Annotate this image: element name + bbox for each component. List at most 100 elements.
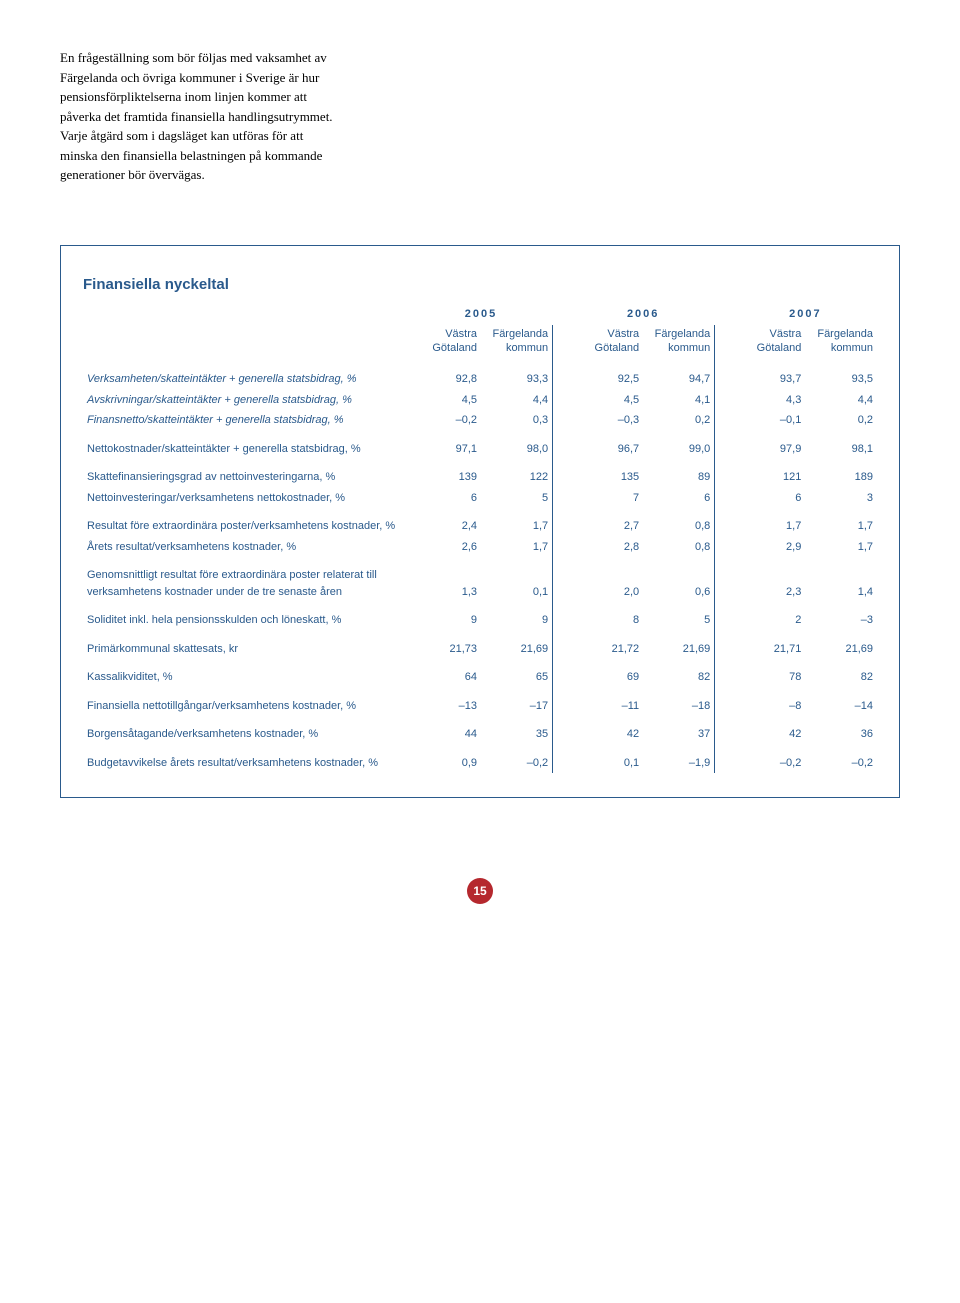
row-label: Budgetavvikelse årets resultat/verksamhe… [83, 745, 409, 774]
table-row: Skattefinansieringsgrad av nettoinvester… [83, 459, 877, 488]
cell: 89 [643, 459, 715, 488]
row-label: Skattefinansieringsgrad av nettoinvester… [83, 459, 409, 488]
cell: –17 [481, 688, 553, 717]
cell: 0,9 [409, 745, 481, 774]
row-label: Nettoinvesteringar/verksamhetens nettoko… [83, 488, 409, 509]
cell: 97,9 [734, 431, 806, 460]
cell: 4,3 [734, 390, 806, 411]
table-row: Årets resultat/verksamhetens kostnader, … [83, 537, 877, 558]
separator [715, 459, 734, 488]
table-row: Nettokostnader/skatteintäkter + generell… [83, 431, 877, 460]
intro-paragraph: En frågeställning som bör följas med vak… [60, 48, 340, 185]
cell: –0,2 [734, 745, 806, 774]
cell: 2,7 [572, 508, 644, 537]
row-label: Borgensåtagande/verksamhetens kostnader,… [83, 716, 409, 745]
cell: 0,6 [643, 557, 715, 602]
table-row: Avskrivningar/skatteintäkter + generella… [83, 390, 877, 411]
cell: 1,7 [734, 508, 806, 537]
cell: 5 [481, 488, 553, 509]
row-label: Avskrivningar/skatteintäkter + generella… [83, 390, 409, 411]
cell: 5 [643, 602, 715, 631]
cell: 94,7 [643, 361, 715, 390]
cell: 36 [805, 716, 877, 745]
cell: 21,69 [805, 631, 877, 660]
cell: 9 [481, 602, 553, 631]
row-label: Genomsnittligt resultat före extraordinä… [83, 557, 409, 602]
cell: 2,3 [734, 557, 806, 602]
separator [553, 557, 572, 602]
table-row: Primärkommunal skattesats, kr21,7321,692… [83, 631, 877, 660]
col-vg-2006: VästraGötaland [572, 325, 644, 362]
cell: 93,5 [805, 361, 877, 390]
cell: 6 [734, 488, 806, 509]
cell: –13 [409, 688, 481, 717]
table-row: Finansiella nettotillgångar/verksamheten… [83, 688, 877, 717]
separator [553, 361, 572, 390]
cell: 42 [734, 716, 806, 745]
cell: 1,4 [805, 557, 877, 602]
table-subheader-row: VästraGötaland Färgelandakommun VästraGö… [83, 325, 877, 362]
separator [715, 631, 734, 660]
cell: 82 [805, 659, 877, 688]
col-fk-2006: Färgelandakommun [643, 325, 715, 362]
table-row: Genomsnittligt resultat före extraordinä… [83, 557, 877, 602]
cell: 93,3 [481, 361, 553, 390]
separator [715, 537, 734, 558]
table-year-row: 2005 2006 2007 [83, 304, 877, 325]
separator [553, 508, 572, 537]
row-label: Finansnetto/skatteintäkter + generella s… [83, 410, 409, 431]
table-row: Borgensåtagande/verksamhetens kostnader,… [83, 716, 877, 745]
cell: 135 [572, 459, 644, 488]
cell: 2 [734, 602, 806, 631]
cell: –0,2 [409, 410, 481, 431]
separator [715, 361, 734, 390]
cell: 4,4 [481, 390, 553, 411]
separator [553, 488, 572, 509]
row-label: Nettokostnader/skatteintäkter + generell… [83, 431, 409, 460]
cell: 4,1 [643, 390, 715, 411]
table-row: Kassalikviditet, %646569827882 [83, 659, 877, 688]
col-fk-2005: Färgelandakommun [481, 325, 553, 362]
cell: 0,1 [572, 745, 644, 774]
cell: –14 [805, 688, 877, 717]
separator [715, 745, 734, 774]
cell: 139 [409, 459, 481, 488]
separator [715, 431, 734, 460]
cell: 37 [643, 716, 715, 745]
cell: 69 [572, 659, 644, 688]
separator [553, 745, 572, 774]
cell: 98,1 [805, 431, 877, 460]
row-label: Verksamheten/skatteintäkter + generella … [83, 361, 409, 390]
cell: 21,69 [643, 631, 715, 660]
cell: –0,2 [805, 745, 877, 774]
separator [553, 659, 572, 688]
cell: –11 [572, 688, 644, 717]
table-title: Finansiella nyckeltal [83, 274, 877, 297]
table-row: Budgetavvikelse årets resultat/verksamhe… [83, 745, 877, 774]
cell: 1,7 [481, 508, 553, 537]
intro-text: En frågeställning som bör följas med vak… [60, 48, 340, 185]
table-row: Resultat före extraordinära poster/verks… [83, 508, 877, 537]
separator [553, 459, 572, 488]
cell: –1,9 [643, 745, 715, 774]
col-vg-2007: VästraGötaland [734, 325, 806, 362]
cell: 0,8 [643, 508, 715, 537]
cell: –3 [805, 602, 877, 631]
separator [553, 631, 572, 660]
cell: 21,73 [409, 631, 481, 660]
separator [553, 602, 572, 631]
cell: 0,2 [643, 410, 715, 431]
cell: 93,7 [734, 361, 806, 390]
separator [553, 716, 572, 745]
row-label: Kassalikviditet, % [83, 659, 409, 688]
cell: 42 [572, 716, 644, 745]
cell: 21,71 [734, 631, 806, 660]
separator [715, 557, 734, 602]
cell: –0,2 [481, 745, 553, 774]
financial-ratios-box: Finansiella nyckeltal 2005 2006 2007 Väs… [60, 245, 900, 799]
cell: 78 [734, 659, 806, 688]
cell: 35 [481, 716, 553, 745]
row-label: Årets resultat/verksamhetens kostnader, … [83, 537, 409, 558]
separator [715, 659, 734, 688]
financial-ratios-table: 2005 2006 2007 VästraGötaland Färgelanda… [83, 304, 877, 773]
